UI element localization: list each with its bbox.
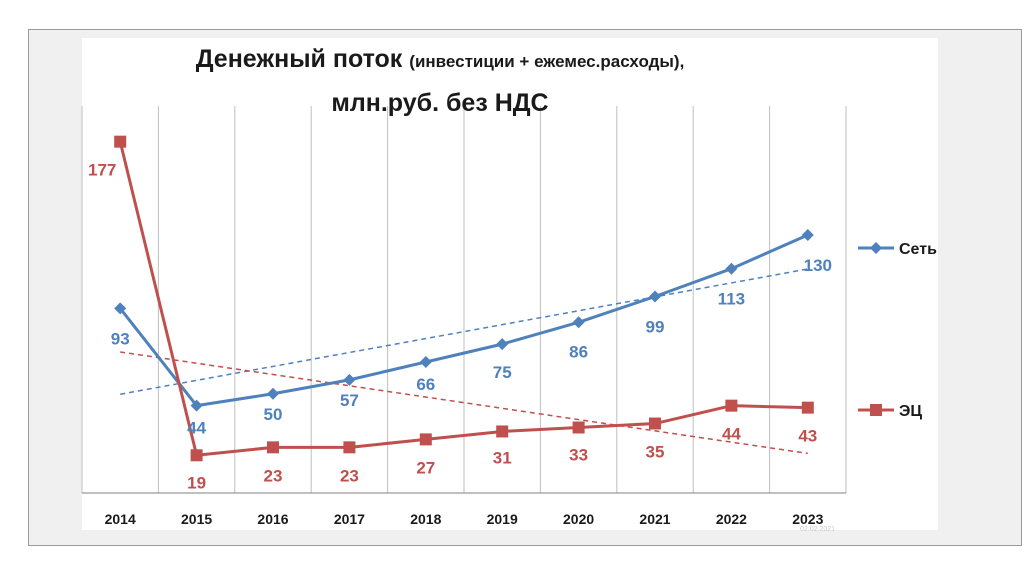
data-point-marker bbox=[725, 262, 738, 275]
chart-background bbox=[82, 38, 938, 530]
data-label: 44 bbox=[722, 425, 741, 444]
data-label: 44 bbox=[187, 419, 206, 438]
data-label: 19 bbox=[187, 473, 206, 492]
legend-label: Сеть bbox=[899, 241, 937, 258]
data-point-marker bbox=[343, 373, 356, 386]
footer-date: 02.02.2021 bbox=[800, 526, 836, 533]
data-label: 113 bbox=[718, 290, 745, 309]
data-label: 93 bbox=[111, 329, 130, 348]
legend: Сеть ЭЦ bbox=[858, 241, 937, 420]
trendline-ec bbox=[120, 351, 808, 455]
x-tick-label: 2017 bbox=[334, 511, 365, 527]
data-point-marker bbox=[649, 417, 661, 430]
data-point-marker bbox=[801, 401, 814, 414]
data-label: 66 bbox=[416, 375, 435, 394]
data-point-marker bbox=[114, 302, 127, 315]
data-label: 130 bbox=[804, 256, 832, 275]
x-tick-label: 2019 bbox=[487, 511, 518, 527]
data-label: 75 bbox=[493, 363, 512, 382]
data-point-marker bbox=[496, 338, 509, 351]
data-label: 33 bbox=[569, 445, 588, 464]
series-markers bbox=[114, 135, 814, 462]
title-line-2: млн.руб. без НДС bbox=[331, 89, 549, 117]
x-tick-label: 2016 bbox=[257, 511, 288, 527]
data-label: 50 bbox=[264, 405, 283, 424]
series-line-ec bbox=[118, 141, 808, 457]
data-label: 99 bbox=[646, 317, 665, 336]
data-point-marker bbox=[649, 290, 661, 303]
data-label: 86 bbox=[569, 342, 588, 361]
x-tick-label: 2014 bbox=[105, 511, 136, 527]
data-label: 27 bbox=[416, 458, 435, 477]
data-labels: 93 44 50 57 66 75 86 99 113 130 177 19 23 23 27 31 33 35 4… bbox=[88, 161, 832, 493]
data-point-marker bbox=[572, 316, 585, 329]
trendlines bbox=[120, 268, 808, 455]
data-point-marker bbox=[419, 355, 432, 368]
series-lines bbox=[118, 141, 809, 457]
x-tick-labels: 2014 2015 2016 2017 2018 2019 2020 2021 2022 2023 bbox=[105, 511, 824, 527]
title-sub: (инвестиции + ежемес.расходы), bbox=[409, 52, 685, 71]
data-label: 35 bbox=[646, 443, 665, 462]
data-point-marker bbox=[419, 433, 432, 446]
series-line-set bbox=[119, 233, 809, 408]
data-point-marker bbox=[190, 449, 203, 462]
data-point-marker bbox=[801, 228, 814, 241]
x-tick-label: 2015 bbox=[181, 511, 212, 527]
data-point-marker bbox=[725, 399, 738, 412]
data-point-marker bbox=[496, 425, 509, 438]
data-point-marker bbox=[190, 399, 203, 412]
title-main: Денежный поток bbox=[195, 45, 403, 73]
data-label: 43 bbox=[798, 427, 817, 446]
data-label: 23 bbox=[264, 466, 283, 485]
legend-marker bbox=[870, 242, 882, 254]
x-tick-label: 2022 bbox=[716, 511, 747, 527]
x-tick-label: 2018 bbox=[410, 511, 441, 527]
data-point-marker bbox=[267, 387, 279, 400]
data-label: 23 bbox=[340, 466, 359, 485]
data-label: 57 bbox=[340, 391, 359, 410]
title-line-1: Денежный поток (инвестиции + ежемес.расх… bbox=[100, 45, 780, 74]
data-point-marker bbox=[114, 135, 127, 148]
data-point-marker bbox=[267, 441, 279, 454]
x-tick-label: 2023 bbox=[792, 511, 823, 527]
data-label: 177 bbox=[88, 161, 116, 180]
data-point-marker bbox=[572, 421, 585, 434]
legend-label: ЭЦ bbox=[899, 403, 922, 420]
data-point-marker bbox=[343, 441, 356, 454]
x-tick-label: 2021 bbox=[639, 511, 670, 527]
legend-marker bbox=[870, 404, 882, 416]
gridlines bbox=[81, 106, 847, 493]
data-label: 31 bbox=[493, 448, 512, 467]
x-tick-label: 2020 bbox=[563, 511, 594, 527]
